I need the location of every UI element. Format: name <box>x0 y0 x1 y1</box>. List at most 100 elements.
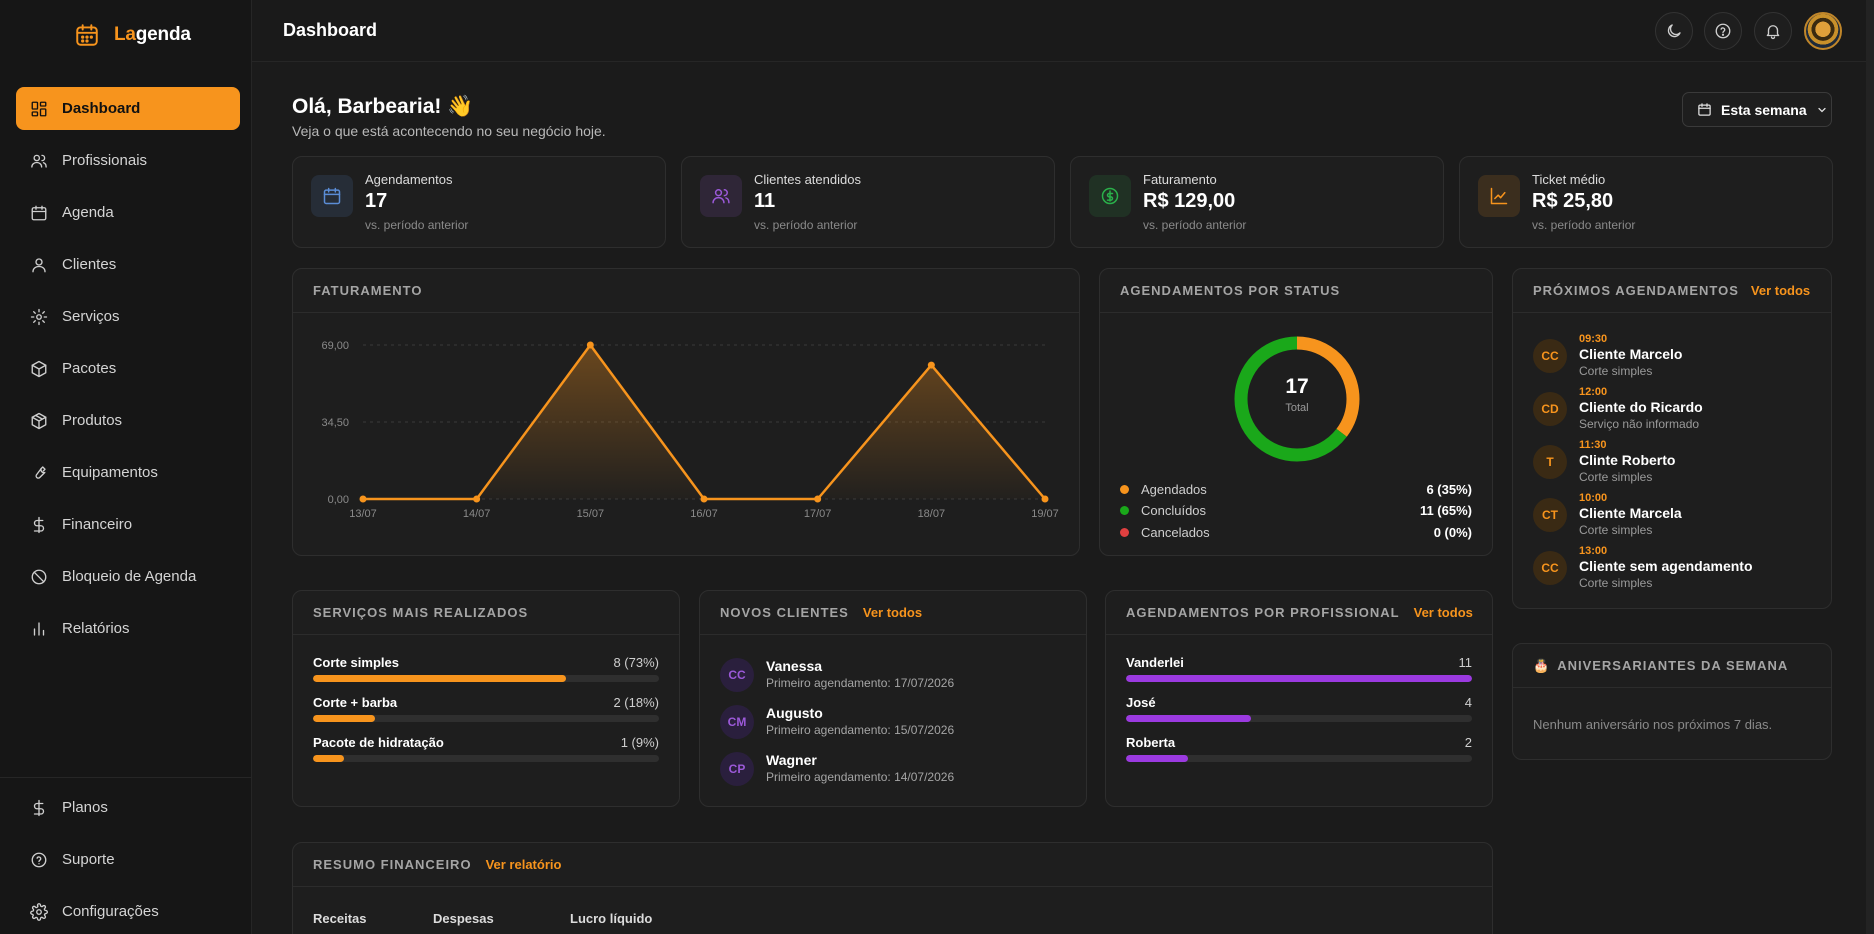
sidebar-item-label: Relatórios <box>62 620 130 637</box>
revenue-point[interactable] <box>814 495 822 503</box>
new-client-item[interactable]: CP Wagner Primeiro agendamento: 14/07/20… <box>720 749 1060 789</box>
sidebar-item-bloqueio-de-agenda[interactable]: Bloqueio de Agenda <box>16 555 240 598</box>
sidebar-item-equipamentos[interactable]: Equipamentos <box>16 451 240 494</box>
legend-label: Agendados <box>1141 481 1207 497</box>
bar-row-roberta: Roberta 2 <box>1126 735 1472 762</box>
bar-label: Corte simples <box>313 655 399 670</box>
services-panel: SERVIÇOS MAIS REALIZADOS Corte simples 8… <box>292 590 680 807</box>
greeting: Olá, Barbearia! 👋 Veja o que está aconte… <box>292 95 606 139</box>
revenue-point[interactable] <box>700 495 708 503</box>
sidebar-item-agenda[interactable]: Agenda <box>16 191 240 234</box>
finance-col-lucro: Lucro líquido <box>570 911 653 926</box>
ban-icon <box>31 569 47 584</box>
sidebar-item-pacotes[interactable]: Pacotes <box>16 347 240 390</box>
upcoming-appointment[interactable]: T 11:30 Clinte Roberto Corte simples <box>1533 439 1831 487</box>
greeting-title: Olá, Barbearia! 👋 <box>292 95 474 118</box>
legend-label: Concluídos <box>1141 503 1207 518</box>
stat-label: Ticket médio <box>1532 172 1606 187</box>
finance-col-despesas: Despesas <box>433 911 494 926</box>
bar-label: Corte + barba <box>313 695 398 710</box>
box-icon <box>31 360 47 377</box>
sidebar-item-financeiro[interactable]: Financeiro <box>16 503 240 546</box>
sidebar-item-dashboard[interactable]: Dashboard <box>16 87 240 130</box>
new-clients-see-all-link[interactable]: Ver todos <box>862 605 923 620</box>
avatar: CT <box>1533 498 1567 532</box>
bar-label: Pacote de hidratação <box>313 735 444 750</box>
sidebar-item-label: Produtos <box>62 412 123 429</box>
legend-dot <box>1120 506 1129 515</box>
revenue-panel: FATURAMENTO 0,00 34,50 69,00 13/07 14/07 15/0… <box>292 268 1080 556</box>
bar-row-jose: José 4 <box>1126 695 1472 722</box>
stat-value: R$ 25,80 <box>1532 190 1614 212</box>
sidebar-item-suporte[interactable]: Suporte <box>16 838 240 881</box>
sidebar-item-relatorios[interactable]: Relatórios <box>16 607 240 650</box>
sidebar-divider <box>0 777 252 778</box>
dashboard-icon <box>31 101 47 116</box>
donut-total-label: Total <box>1285 402 1309 414</box>
birthdays-empty-text: Nenhum aniversário nos próximos 7 dias. <box>1533 717 1773 732</box>
upcoming-see-all-link[interactable]: Ver todos <box>1750 283 1811 298</box>
stat-icon-box <box>700 175 742 217</box>
legend-item-concluidos: Concluídos 11 (65%) <box>1120 501 1472 521</box>
by-professional-see-all-link[interactable]: Ver todos <box>1413 605 1473 620</box>
scrollbar[interactable] <box>1866 0 1874 934</box>
finance-report-link[interactable]: Ver relatório <box>485 857 562 872</box>
appointment-client: Cliente sem agendamento <box>1579 558 1753 574</box>
period-select-button[interactable]: Esta semana <box>1682 92 1832 127</box>
new-client-item[interactable]: CM Augusto Primeiro agendamento: 15/07/2… <box>720 702 1060 742</box>
sidebar-item-label: Equipamentos <box>62 464 158 481</box>
cake-icon: 🎂 <box>1533 657 1550 673</box>
legend-dot <box>1120 484 1129 494</box>
new-client-item[interactable]: CC Vanessa Primeiro agendamento: 17/07/2… <box>720 655 1060 695</box>
revenue-point[interactable] <box>1041 495 1049 503</box>
y-tick-label: 0,00 <box>328 494 349 506</box>
legend-value: 0 (0%) <box>1433 524 1472 540</box>
sidebar: Lagenda Dashboard Profissionais Agenda Clie… <box>0 0 252 934</box>
revenue-point[interactable] <box>586 341 594 349</box>
bar-value: 11 <box>1458 655 1473 670</box>
sidebar-item-label: Clientes <box>62 256 117 273</box>
bar-track <box>1126 755 1472 762</box>
user-avatar[interactable] <box>1804 12 1842 50</box>
greeting-subtitle: Veja o que está acontecendo no seu negóc… <box>292 123 606 139</box>
sidebar-item-clientes[interactable]: Clientes <box>16 243 240 286</box>
upcoming-appointment[interactable]: CC 13:00 Cliente sem agendamento Corte s… <box>1533 545 1831 593</box>
upcoming-panel-title: PRÓXIMOS AGENDAMENTOS <box>1533 283 1739 298</box>
sidebar-item-label: Configurações <box>62 903 159 920</box>
appointment-time: 13:00 <box>1579 545 1608 557</box>
sidebar-item-configuracoes[interactable]: Configurações <box>16 890 240 933</box>
users-icon <box>31 154 47 168</box>
help-button[interactable] <box>1704 12 1742 50</box>
top-bar: Dashboard <box>252 0 1874 62</box>
revenue-point[interactable] <box>473 495 481 503</box>
appointment-time: 09:30 <box>1579 333 1608 345</box>
sidebar-item-planos[interactable]: Planos <box>16 786 240 829</box>
user-icon <box>32 257 46 272</box>
sidebar-item-servicos[interactable]: Serviços <box>16 295 240 338</box>
sidebar-item-produtos[interactable]: Produtos <box>16 399 240 442</box>
help-circle-icon <box>1715 23 1731 39</box>
legend-dot <box>1120 527 1129 537</box>
avatar: T <box>1533 445 1567 479</box>
gear-cog-icon <box>30 308 48 325</box>
revenue-point[interactable] <box>359 495 367 503</box>
notifications-button[interactable] <box>1754 12 1792 50</box>
upcoming-appointment[interactable]: CT 10:00 Cliente Marcela Corte simples <box>1533 492 1831 540</box>
revenue-point[interactable] <box>927 361 935 369</box>
stat-comparison: vs. período anterior <box>754 218 858 232</box>
upcoming-appointment[interactable]: CC 09:30 Cliente Marcelo Corte simples <box>1533 333 1831 381</box>
bar-track <box>313 755 659 762</box>
donut-slice-concluidos[interactable] <box>1234 336 1360 462</box>
x-tick-label: 17/07 <box>804 508 832 520</box>
appointment-service: Corte simples <box>1579 523 1653 537</box>
app-logo[interactable]: Lagenda <box>74 22 191 48</box>
sidebar-item-profissionais[interactable]: Profissionais <box>16 139 240 182</box>
stat-card-clientes-atendidos: Clientes atendidos 11 vs. período anteri… <box>681 156 1055 248</box>
avatar: CC <box>720 658 754 692</box>
upcoming-appointment[interactable]: CD 12:00 Cliente do Ricardo Serviço não … <box>1533 386 1831 434</box>
y-tick-label: 69,00 <box>321 340 349 352</box>
x-tick-label: 13/07 <box>349 508 377 520</box>
theme-toggle-button[interactable] <box>1655 12 1693 50</box>
legend-value: 11 (65%) <box>1419 503 1472 518</box>
sidebar-item-label: Pacotes <box>62 360 117 377</box>
